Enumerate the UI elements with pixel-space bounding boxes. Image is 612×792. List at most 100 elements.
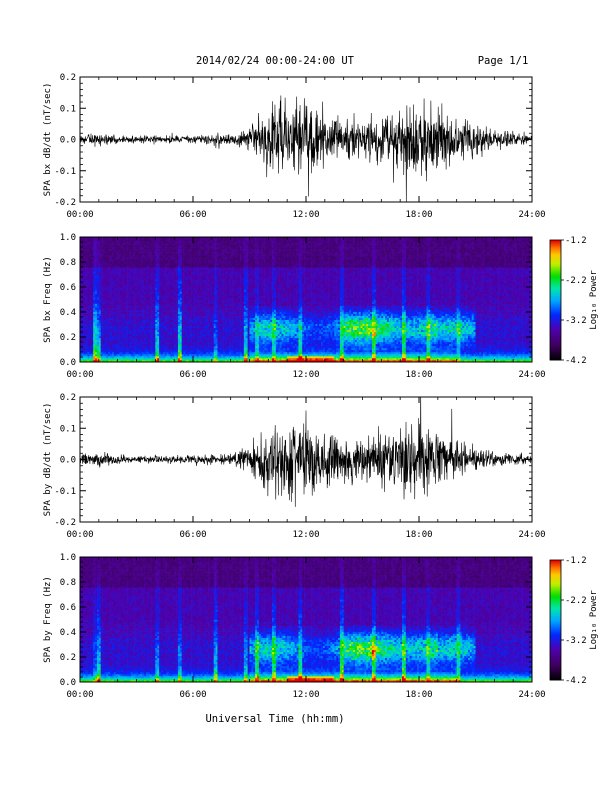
spectrogram-cell xyxy=(85,279,88,282)
spectrogram-cell xyxy=(160,247,164,250)
spectrogram-cell xyxy=(159,341,162,345)
spectrogram-cell xyxy=(140,271,143,274)
spectrogram-cell xyxy=(134,333,137,337)
spectrogram-cell xyxy=(183,307,186,310)
spectrogram-cell xyxy=(164,331,167,335)
spectrogram-cell xyxy=(166,301,169,304)
spectrogram-cell xyxy=(95,269,98,272)
spectrogram-cell xyxy=(83,291,86,294)
spectrogram-cell xyxy=(155,327,158,331)
spectrogram-cell xyxy=(85,317,88,320)
spectrogram-cell xyxy=(132,351,135,355)
spectrogram-cell xyxy=(213,243,216,246)
spectrogram-cell xyxy=(164,295,167,298)
spectrogram-cell xyxy=(140,237,143,240)
spectrogram-cell xyxy=(125,325,128,329)
spectrogram-cell xyxy=(108,269,111,272)
spectrogram-cell xyxy=(181,255,184,258)
spectrogram-cell xyxy=(102,333,105,337)
spectrogram-cell xyxy=(189,269,192,272)
spectrogram-cell xyxy=(185,311,188,314)
spectrogram-cell xyxy=(149,325,152,329)
spectrogram-cell xyxy=(226,267,230,270)
spectrogram-cell xyxy=(81,357,85,361)
spectrogram-cell xyxy=(96,249,100,252)
spectrogram-cell xyxy=(87,321,90,324)
spectrogram-cell xyxy=(206,353,209,357)
spectrogram-cell xyxy=(140,303,143,306)
spectrogram-cell xyxy=(155,245,158,248)
spectrogram-cell xyxy=(223,283,226,286)
spectrogram-cell xyxy=(151,307,154,310)
spectrogram-cell xyxy=(144,327,147,331)
spectrogram-cell xyxy=(104,319,107,322)
spectrogram-cell xyxy=(179,273,182,276)
spectrogram-cell xyxy=(123,307,126,310)
spectrogram-cell xyxy=(204,357,207,361)
spectrogram-cell xyxy=(80,309,83,312)
spectrogram-cell xyxy=(221,251,224,254)
spectrogram-cell xyxy=(87,255,90,258)
spectrogram-cell xyxy=(145,295,149,298)
spectrogram-cell xyxy=(185,263,188,266)
spectrogram-cell xyxy=(117,301,120,304)
spectrogram-cell xyxy=(128,341,132,345)
spectrogram-cell xyxy=(96,315,100,318)
spectrogram-cell xyxy=(85,357,88,361)
spectrogram-cell xyxy=(115,287,118,290)
spectrogram-cell xyxy=(110,307,113,310)
spectrogram-cell xyxy=(202,347,205,351)
spectrogram-cell xyxy=(151,269,154,272)
spectrogram-cell xyxy=(145,317,149,320)
spectrogram-cell xyxy=(87,339,90,343)
spectrogram-cell xyxy=(153,327,156,331)
spectrogram-cell xyxy=(208,347,211,351)
spectrogram-cell xyxy=(95,345,98,349)
spectrogram-cell xyxy=(80,341,83,345)
spectrogram-cell xyxy=(211,243,215,246)
spectrogram-cell xyxy=(117,327,120,331)
spectrogram-cell xyxy=(155,285,158,288)
spectrogram-cell xyxy=(157,251,160,254)
spectrogram-cell xyxy=(159,293,162,296)
spectrogram-cell xyxy=(96,247,100,250)
spectrogram-cell xyxy=(95,245,98,248)
spectrogram-cell xyxy=(127,245,130,248)
spectrogram-cell xyxy=(147,297,150,300)
spectrogram-cell xyxy=(159,357,162,361)
spectrogram-cell xyxy=(140,345,143,349)
spectrogram-cell xyxy=(98,345,102,349)
spectrogram-cell xyxy=(225,277,228,280)
spectrogram-cell xyxy=(191,281,194,284)
spectrogram-cell xyxy=(219,359,222,363)
spectrogram-cell xyxy=(128,337,132,341)
spectrogram-cell xyxy=(91,349,94,353)
spectrogram-cell xyxy=(108,317,111,320)
spectrogram-cell xyxy=(164,357,167,361)
spectrogram-cell xyxy=(208,259,211,262)
spectrogram-cell xyxy=(223,237,226,240)
spectrogram-cell xyxy=(189,351,192,355)
spectrogram-cell xyxy=(144,337,147,341)
spectrogram-cell xyxy=(117,257,120,260)
spectrogram-cell xyxy=(181,243,184,246)
spectrogram-cell xyxy=(194,291,198,294)
spectrogram-cell xyxy=(147,353,150,357)
spectrogram-cell xyxy=(89,287,92,290)
spectrogram-cell xyxy=(102,243,105,246)
spectrogram-cell xyxy=(162,269,166,272)
spectrogram-cell xyxy=(91,301,94,304)
spectrogram-cell xyxy=(183,339,186,343)
spectrogram-cell xyxy=(215,353,218,357)
spectrogram-cell xyxy=(183,359,186,363)
spectrogram-cell xyxy=(102,299,105,302)
spectrogram-cell xyxy=(104,243,107,246)
spectrogram-cell xyxy=(147,317,150,320)
spectrogram-cell xyxy=(191,311,194,314)
spectrogram-cell xyxy=(96,271,100,274)
spectrogram-cell xyxy=(130,281,134,284)
spectrogram-cell xyxy=(136,327,139,331)
spectrogram-cell xyxy=(176,337,179,341)
spectrogram-cell xyxy=(147,309,150,312)
spectrogram-cell xyxy=(140,341,143,345)
